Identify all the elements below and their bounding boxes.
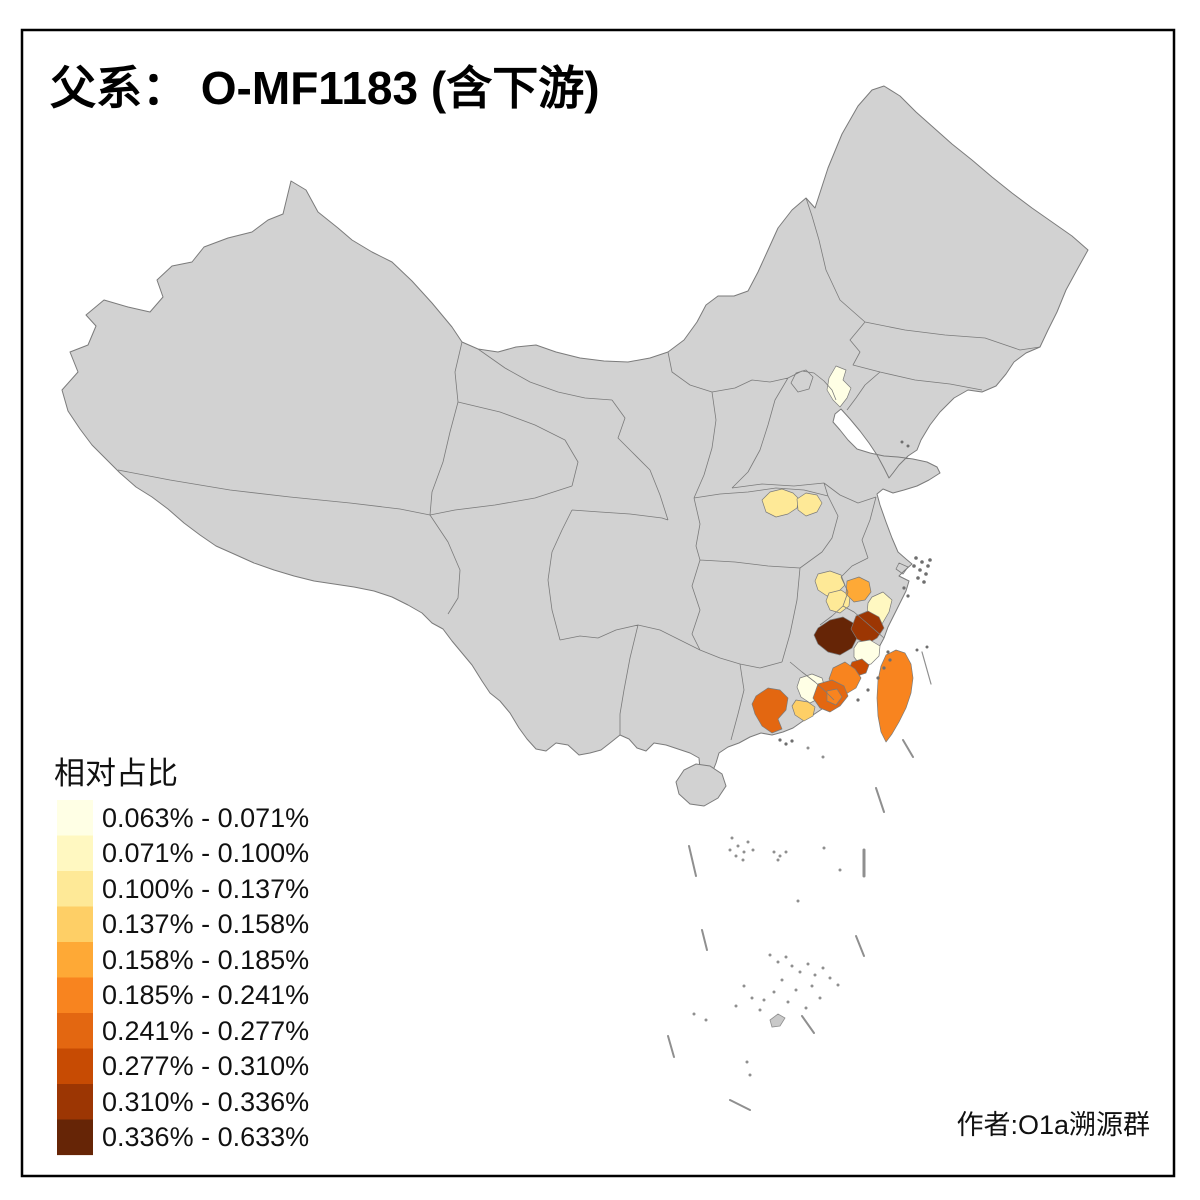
legend-swatch-10 <box>57 1119 93 1156</box>
legend-swatch-8 <box>57 1048 93 1085</box>
legend-swatch-3 <box>57 871 93 907</box>
legend-swatch-9 <box>57 1084 93 1120</box>
legend-label-6: 0.185% - 0.241% <box>102 980 309 1010</box>
legend-label-7: 0.241% - 0.277% <box>102 1016 309 1046</box>
nine-dash-line-segments <box>667 651 932 1111</box>
hainan-island-shape <box>675 763 727 807</box>
coastal-islets <box>778 440 932 746</box>
legend-label-2: 0.071% - 0.100% <box>102 838 309 868</box>
figure-frame <box>20 28 1176 1178</box>
legend-label-5: 0.158% - 0.185% <box>102 945 309 975</box>
highlighted-regions <box>751 365 914 743</box>
legend-swatch-1 <box>57 800 93 836</box>
region-jiangxi-east <box>825 589 851 614</box>
legend-label-9: 0.310% - 0.336% <box>102 1087 309 1117</box>
legend-label-8: 0.277% - 0.310% <box>102 1051 309 1081</box>
legend-swatch-6 <box>57 977 93 1014</box>
region-ningde <box>850 610 885 645</box>
province-boundaries <box>117 197 1041 741</box>
legend-labels: 0.063% - 0.071% 0.071% - 0.100% 0.100% -… <box>102 803 309 1152</box>
legend: 相对占比 0.063% - 0.071% 0.071% - 0.100% 0.1… <box>54 756 309 1156</box>
region-nanping <box>813 616 859 656</box>
legend-swatch-4 <box>57 906 93 943</box>
region-zhongshan <box>791 699 816 722</box>
attribution-text: 作者:O1a溯源群 <box>956 1110 1150 1140</box>
region-dongguan-core <box>826 688 843 706</box>
legend-swatch-2 <box>57 835 93 872</box>
region-jiangmen <box>751 687 789 734</box>
south-china-sea-islands <box>692 746 842 1077</box>
page-title: 父系： O-MF1183 (含下游) <box>50 62 600 114</box>
region-tianjin <box>826 365 852 408</box>
legend-swatch-5 <box>57 942 93 978</box>
legend-title: 相对占比 <box>54 756 178 791</box>
mainland-china-shape <box>61 85 1089 779</box>
region-taiwan <box>876 649 914 743</box>
legend-swatch-7 <box>57 1013 93 1049</box>
legend-swatches <box>57 800 93 1156</box>
legend-label-3: 0.100% - 0.137% <box>102 874 309 904</box>
legend-label-1: 0.063% - 0.071% <box>102 803 309 833</box>
region-quzhou <box>845 576 872 603</box>
legend-label-10: 0.336% - 0.633% <box>102 1122 309 1152</box>
region-hubei-east <box>796 492 823 517</box>
china-map <box>61 85 1089 1111</box>
legend-label-4: 0.137% - 0.158% <box>102 909 309 939</box>
